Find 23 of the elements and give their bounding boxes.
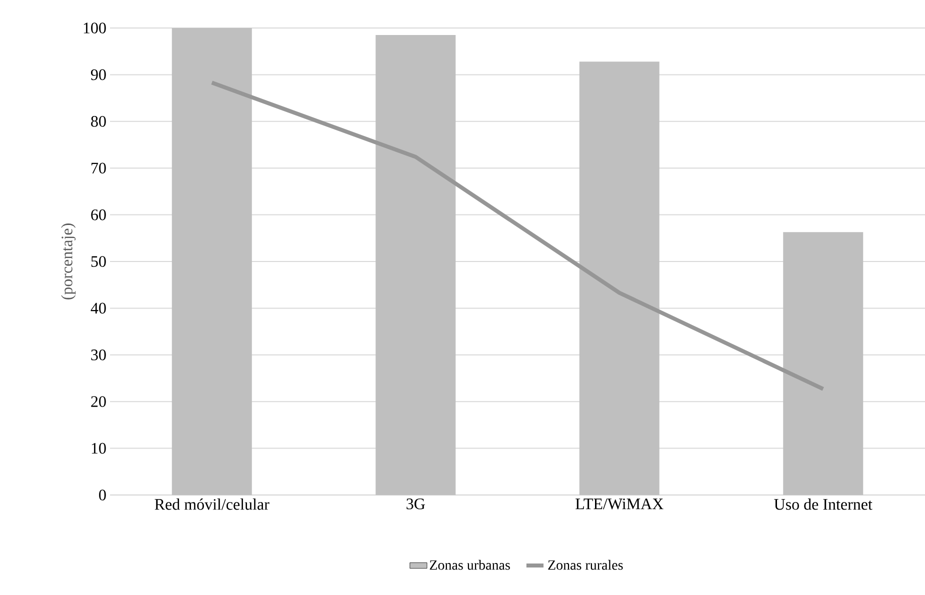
y-tick-label: 50 [91,256,106,267]
x-tick-label: Uso de Internet [774,498,872,510]
x-tick-label: LTE/WiMAX [576,498,664,510]
y-tick-label: 100 [84,22,106,34]
y-tick-label: 90 [90,69,106,80]
y-tick-label: 20 [91,396,106,407]
legend-label: Zonas urbanas [430,560,510,570]
bar [172,28,252,495]
y-tick-label: 40 [90,302,106,314]
x-tick-label: 3G [406,498,425,510]
y-tick-label: 30 [91,350,106,360]
x-tick-label: Red móvil/celular [154,498,270,510]
y-axis-title: (porcentaje) [61,224,76,300]
bar [376,35,456,495]
y-tick-label: 0 [99,490,106,500]
y-tick-label: 80 [91,116,106,127]
bar [783,232,864,495]
legend-label: Zonas rurales [548,560,623,570]
y-tick-label: 10 [92,442,106,454]
y-tick-label: 70 [92,162,106,174]
bar [579,62,660,495]
line-series [210,80,826,391]
y-tick-label: 60 [91,209,106,220]
